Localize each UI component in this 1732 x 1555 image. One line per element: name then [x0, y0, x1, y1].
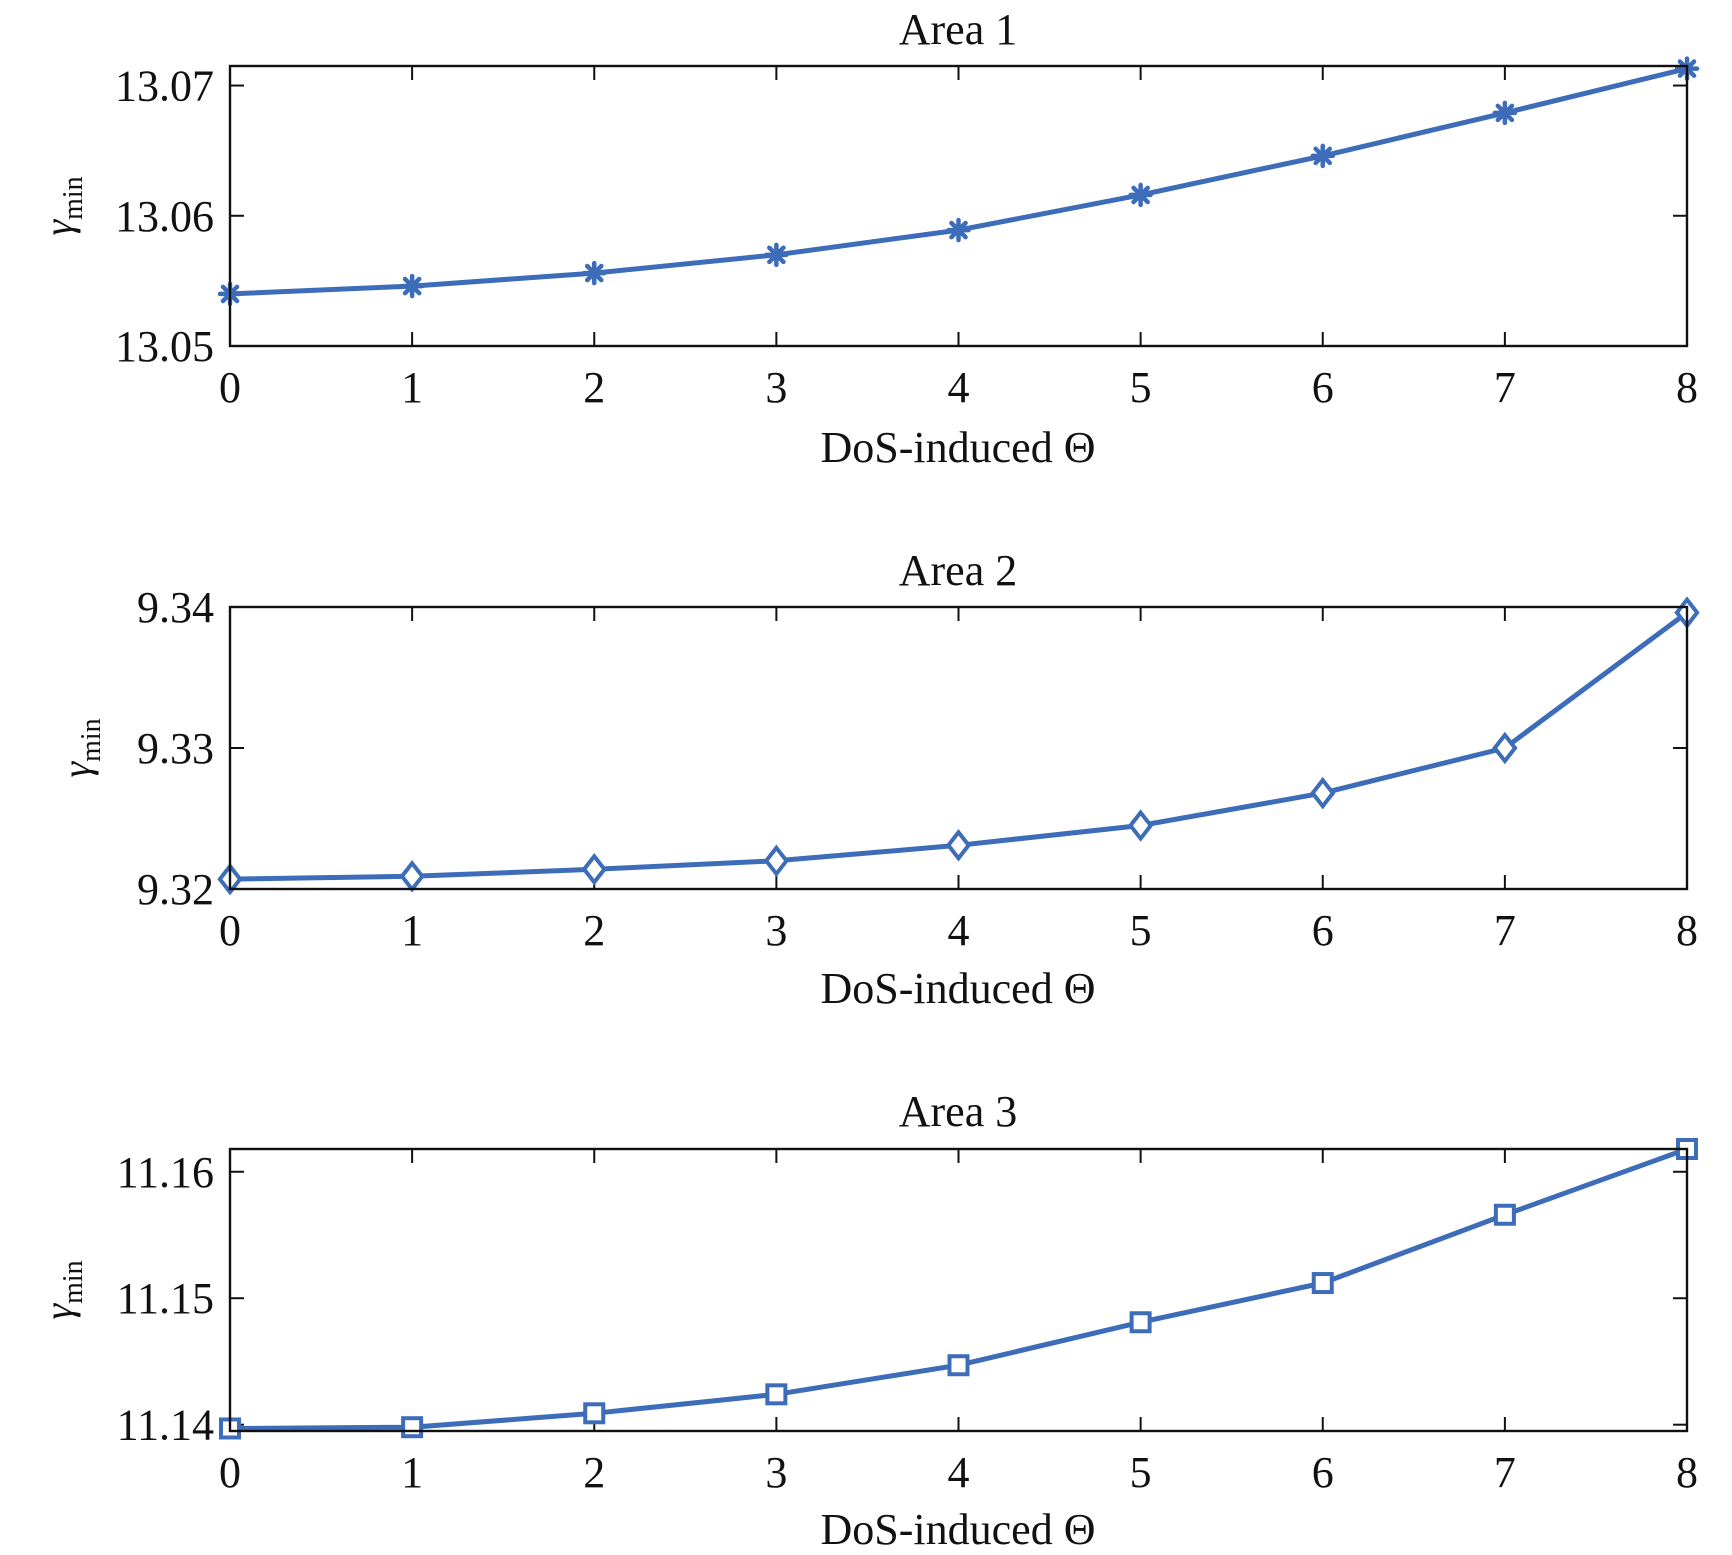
x-tick-label: 8 [1676, 906, 1698, 955]
data-point [1128, 182, 1153, 208]
x-tick-label: 0 [219, 1448, 241, 1497]
x-tick-label: 1 [401, 906, 423, 955]
y-tick-label: 13.05 [115, 322, 214, 371]
data-point [765, 1383, 788, 1406]
panel-area-3: Area 3 0 1 2 3 4 5 6 7 8 11.14 11.15 11.16 DoS-indu… [36, 1087, 1698, 1554]
y-axis-label-main: γ [36, 1303, 81, 1320]
x-tick-label: 7 [1494, 906, 1516, 955]
data-point [1492, 731, 1518, 765]
data-point [401, 1416, 424, 1439]
x-tick-label: 8 [1676, 1448, 1698, 1497]
x-tick-label: 6 [1312, 906, 1334, 955]
data-point [399, 273, 425, 299]
y-tick-label: 9.34 [137, 583, 214, 632]
y-tick-label: 9.33 [137, 724, 214, 773]
x-tick-label: 5 [1130, 363, 1152, 412]
x-axis-label: DoS-induced Θ [821, 964, 1096, 1013]
data-point [763, 844, 790, 878]
data-point [1311, 1272, 1334, 1295]
x-tick-label: 0 [219, 906, 241, 955]
y-axis-label: γmin [36, 176, 89, 235]
y-axis-label-main: γ [54, 761, 99, 778]
axes-box [228, 605, 1689, 891]
x-tick-label: 0 [219, 363, 241, 412]
x-tick-label: 5 [1130, 1448, 1152, 1497]
data-point [581, 853, 607, 886]
x-tick-label: 1 [401, 363, 423, 412]
panel-area-2: Area 2 0 1 2 3 4 5 6 7 8 9.32 9.33 9.34 DoS-induced… [54, 546, 1700, 1013]
y-axis-label: γmin [36, 1260, 89, 1319]
x-tick-label: 8 [1676, 363, 1698, 412]
x-tick-label: 6 [1312, 1448, 1334, 1497]
y-axis-label-main: γ [36, 219, 81, 236]
y-axis-label-subscript: min [58, 176, 89, 220]
x-tick-label: 3 [765, 363, 787, 412]
data-point [1310, 776, 1336, 810]
x-tick-label: 3 [765, 1448, 787, 1497]
x-tick-label: 7 [1494, 1448, 1516, 1497]
y-axis-label-subscript: min [58, 1260, 89, 1304]
x-tick-label: 6 [1312, 363, 1334, 412]
y-tick-label: 11.14 [117, 1401, 214, 1450]
x-tick-label: 4 [948, 363, 970, 412]
axes-box [228, 1147, 1689, 1433]
y-tick-label: 11.15 [117, 1274, 214, 1323]
x-axis-label: DoS-induced Θ [821, 423, 1096, 472]
x-tick-label: 2 [583, 906, 605, 955]
x-axis-label: DoS-induced Θ [821, 1505, 1096, 1554]
data-point [1129, 1311, 1152, 1334]
data-point [1493, 1203, 1516, 1226]
x-tick-label: 2 [583, 1448, 605, 1497]
chart-title: Area 2 [899, 546, 1018, 595]
y-tick-label: 13.06 [115, 192, 214, 241]
y-tick-label: 9.32 [137, 865, 214, 914]
data-point [764, 242, 789, 268]
y-axis-label-subscript: min [76, 718, 107, 762]
panel-area-1: Area 1 0 1 2 3 4 5 6 7 8 13.05 13.06 13.07 DoS-indu… [36, 5, 1700, 472]
chart-title: Area 1 [899, 5, 1018, 54]
data-point [1310, 143, 1335, 169]
plot-area: 0 1 2 3 4 5 6 7 8 13.05 13.06 13.07 [115, 56, 1700, 412]
x-tick-label: 1 [401, 1448, 423, 1497]
axes-box [228, 64, 1689, 348]
plot-area: 0 1 2 3 4 5 6 7 8 9.32 9.33 9.34 [137, 583, 1700, 955]
x-tick-label: 2 [583, 363, 605, 412]
y-axis-label: γmin [54, 718, 107, 777]
data-point [946, 217, 971, 243]
data-point [583, 1402, 606, 1425]
data-point [1492, 100, 1518, 126]
x-tick-label: 3 [765, 906, 787, 955]
y-tick-label: 11.16 [117, 1148, 214, 1197]
x-tick-label: 5 [1130, 906, 1152, 955]
x-tick-label: 4 [948, 1448, 970, 1497]
data-point [947, 1354, 970, 1377]
y-tick-label: 13.07 [115, 62, 214, 111]
x-tick-label: 7 [1494, 363, 1516, 412]
data-point [945, 829, 972, 862]
chart-title: Area 3 [899, 1087, 1018, 1136]
data-point [582, 260, 607, 286]
data-point [1127, 809, 1154, 842]
x-tick-label: 4 [948, 906, 970, 955]
